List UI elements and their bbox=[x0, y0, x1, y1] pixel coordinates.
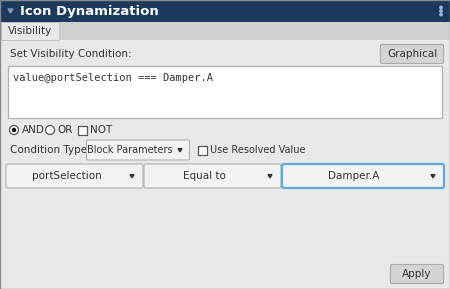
FancyBboxPatch shape bbox=[0, 40, 450, 289]
FancyBboxPatch shape bbox=[144, 164, 281, 188]
Text: Condition Type: Condition Type bbox=[10, 145, 87, 155]
Text: Block Parameters: Block Parameters bbox=[87, 145, 173, 155]
Circle shape bbox=[440, 13, 442, 16]
Polygon shape bbox=[8, 9, 13, 13]
Text: Apply: Apply bbox=[402, 269, 432, 279]
Polygon shape bbox=[431, 175, 435, 178]
Text: Equal to: Equal to bbox=[183, 171, 226, 181]
Circle shape bbox=[45, 125, 54, 134]
FancyBboxPatch shape bbox=[198, 145, 207, 155]
Text: OR: OR bbox=[58, 125, 73, 135]
Polygon shape bbox=[178, 149, 182, 152]
Text: NOT: NOT bbox=[90, 125, 112, 135]
Text: portSelection: portSelection bbox=[32, 171, 101, 181]
Circle shape bbox=[12, 128, 16, 132]
Text: Icon Dynamization: Icon Dynamization bbox=[20, 5, 159, 18]
FancyBboxPatch shape bbox=[78, 125, 87, 134]
Text: AND: AND bbox=[22, 125, 45, 135]
Polygon shape bbox=[130, 175, 134, 178]
FancyBboxPatch shape bbox=[0, 22, 450, 40]
FancyBboxPatch shape bbox=[0, 0, 450, 22]
FancyBboxPatch shape bbox=[86, 140, 189, 160]
FancyBboxPatch shape bbox=[1, 22, 59, 40]
Text: Set Visibility Condition:: Set Visibility Condition: bbox=[10, 49, 131, 59]
Text: Visibility: Visibility bbox=[8, 26, 52, 36]
FancyBboxPatch shape bbox=[391, 264, 444, 284]
Text: Use Resolved Value: Use Resolved Value bbox=[210, 145, 306, 155]
FancyBboxPatch shape bbox=[6, 164, 143, 188]
Circle shape bbox=[440, 6, 442, 9]
Circle shape bbox=[440, 10, 442, 12]
FancyBboxPatch shape bbox=[282, 164, 444, 188]
FancyBboxPatch shape bbox=[381, 45, 444, 64]
FancyBboxPatch shape bbox=[8, 66, 442, 118]
Text: value@portSelection === Damper.A: value@portSelection === Damper.A bbox=[13, 73, 213, 83]
Polygon shape bbox=[268, 175, 272, 178]
Text: Graphical: Graphical bbox=[387, 49, 437, 59]
Circle shape bbox=[9, 125, 18, 134]
Text: Damper.A: Damper.A bbox=[328, 171, 379, 181]
